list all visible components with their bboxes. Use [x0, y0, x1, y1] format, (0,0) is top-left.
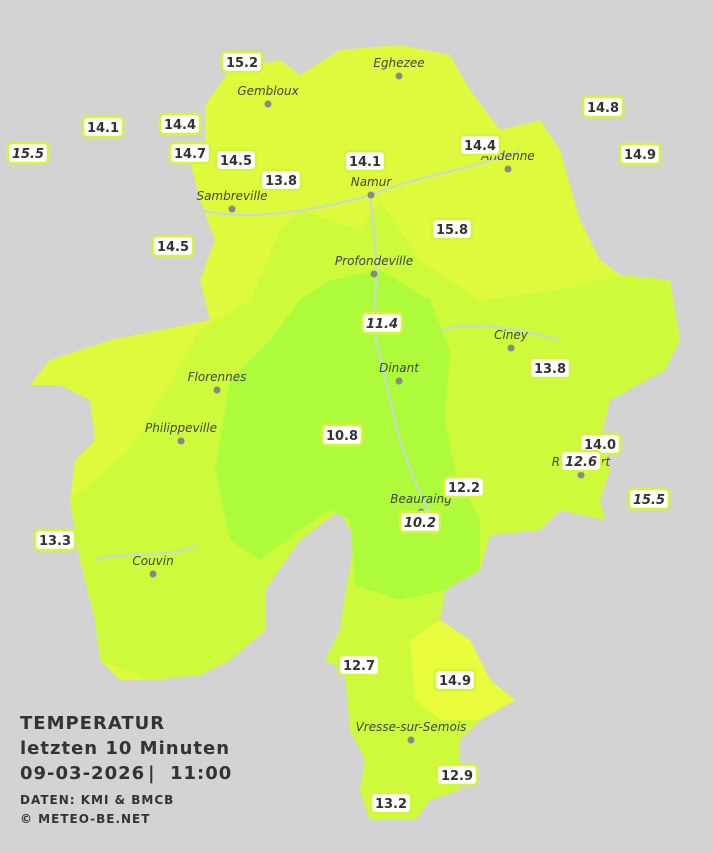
city-name: Couvin: [132, 554, 173, 568]
city-dot: [228, 205, 236, 213]
city-dot: [367, 191, 375, 199]
city-name: Eghezee: [373, 56, 424, 70]
station-box: [33, 528, 77, 552]
station-box: [337, 653, 381, 677]
station-value: 14.9: [624, 148, 656, 163]
legend-title: TEMPERATUR: [20, 713, 165, 734]
city-dot: [395, 72, 403, 80]
station-value: 14.5: [220, 154, 252, 169]
legend-date: 09-03-2026: [20, 763, 145, 784]
city-name: Beauraing: [390, 492, 452, 506]
station-box: [618, 142, 662, 166]
city-dot: [395, 377, 403, 385]
station-value: 12.6: [565, 455, 597, 470]
city-dot: [504, 165, 512, 173]
legend-source: DATEN: KMI & BMCB: [20, 793, 174, 807]
station-value: 14.5: [157, 240, 189, 255]
station-box: [360, 311, 404, 335]
station-value: 11.4: [366, 317, 398, 332]
station-box: [458, 133, 502, 157]
stations: 15.2 14.1 14.4 15.5 14.7 14.5 13.8 14.1 14.4 14.8…: [6, 50, 671, 815]
station-value: 13.8: [534, 362, 566, 377]
station-box: [559, 449, 603, 473]
legend-separator: |: [148, 763, 156, 784]
station-value: 10.2: [404, 516, 436, 531]
city-dot: [407, 736, 415, 744]
station-box: [214, 148, 258, 172]
city-name: Vresse-sur-Semois: [356, 720, 467, 734]
station-value: 10.8: [326, 429, 358, 444]
station-value: 14.0: [584, 438, 616, 453]
station-value: 13.3: [39, 534, 71, 549]
station-value: 13.8: [265, 174, 297, 189]
city-dot: [177, 437, 185, 445]
station-value: 14.1: [349, 155, 381, 170]
station-box: [442, 475, 486, 499]
legend-time: 11:00: [170, 763, 232, 784]
station-box: [528, 356, 572, 380]
station-box: [435, 763, 479, 787]
station-box: [581, 95, 625, 119]
city-name: Ciney: [494, 328, 529, 342]
station-value: 12.9: [441, 769, 473, 784]
city-dot: [149, 570, 157, 578]
station-box: [430, 217, 474, 241]
station-value: 14.7: [174, 147, 206, 162]
city-name: Gembloux: [237, 84, 299, 98]
station-box: [158, 112, 202, 136]
legend-period: letzten 10 Minuten: [20, 738, 230, 759]
city-name: Dinant: [379, 361, 420, 375]
city-dot: [577, 471, 585, 479]
city-name: Profondeville: [335, 254, 413, 268]
station-value: 13.2: [375, 797, 407, 812]
station-box: [398, 510, 442, 534]
city-name: Sambreville: [196, 189, 267, 203]
station-box: [433, 668, 477, 692]
station-box: [168, 141, 212, 165]
city-dot: [370, 270, 378, 278]
station-value: 14.1: [87, 121, 119, 136]
station-box: [343, 149, 387, 173]
station-box: [320, 423, 364, 447]
station-value: 14.9: [439, 674, 471, 689]
station-value: 15.5: [12, 147, 44, 162]
station-value: 15.2: [226, 56, 258, 71]
station-value: 14.8: [587, 101, 619, 116]
station-value: 14.4: [464, 139, 496, 154]
station-value: 14.4: [164, 118, 196, 133]
station-value: 15.8: [436, 223, 468, 238]
station-box: [151, 234, 195, 258]
station-box: [627, 487, 671, 511]
legend-copyright: © METEO-BE.NET: [20, 812, 150, 826]
station-box: [81, 115, 125, 139]
city-name: Namur: [351, 175, 393, 189]
station-box: [6, 141, 50, 165]
station-value: 12.2: [448, 481, 480, 496]
station-box: [369, 791, 413, 815]
station-value: 15.5: [633, 493, 665, 508]
city-dot: [507, 344, 515, 352]
city-name: Philippeville: [145, 421, 217, 435]
station-box: [220, 50, 264, 74]
city-dot: [213, 386, 221, 394]
station-box: [259, 168, 303, 192]
city-dot: [264, 100, 272, 108]
city-name: Florennes: [188, 370, 247, 384]
station-value: 12.7: [343, 659, 375, 674]
